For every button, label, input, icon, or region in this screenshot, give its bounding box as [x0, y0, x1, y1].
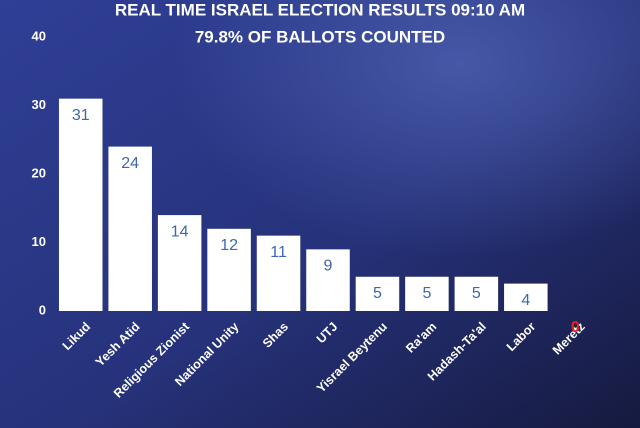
value-label: 12 — [220, 237, 238, 254]
value-label: 11 — [270, 244, 287, 261]
bar — [405, 276, 449, 311]
chart-title: REAL TIME ISRAEL ELECTION RESULTS 09:10 … — [115, 0, 525, 19]
value-label: 5 — [422, 285, 431, 302]
bar — [207, 228, 251, 311]
bar — [306, 249, 350, 311]
y-tick-label: 40 — [32, 28, 46, 43]
value-label: 31 — [72, 107, 90, 124]
bar — [157, 215, 202, 311]
y-tick-label: 20 — [32, 165, 46, 180]
value-label: 0 — [571, 319, 580, 336]
y-tick-label: 0 — [39, 302, 46, 317]
bar — [256, 235, 301, 311]
value-label: 24 — [121, 155, 139, 172]
bar — [58, 98, 103, 312]
value-label: 9 — [324, 258, 333, 275]
value-label: 14 — [171, 223, 189, 240]
value-label: 5 — [472, 285, 481, 302]
value-label: 5 — [373, 285, 382, 302]
bar — [504, 283, 548, 311]
y-tick-label: 10 — [32, 234, 46, 249]
y-tick-label: 30 — [32, 97, 46, 112]
bar — [108, 146, 152, 311]
chart-subtitle: 79.8% OF BALLOTS COUNTED — [195, 27, 445, 46]
value-label: 4 — [521, 292, 530, 309]
bar — [454, 276, 499, 311]
bar — [355, 276, 400, 311]
